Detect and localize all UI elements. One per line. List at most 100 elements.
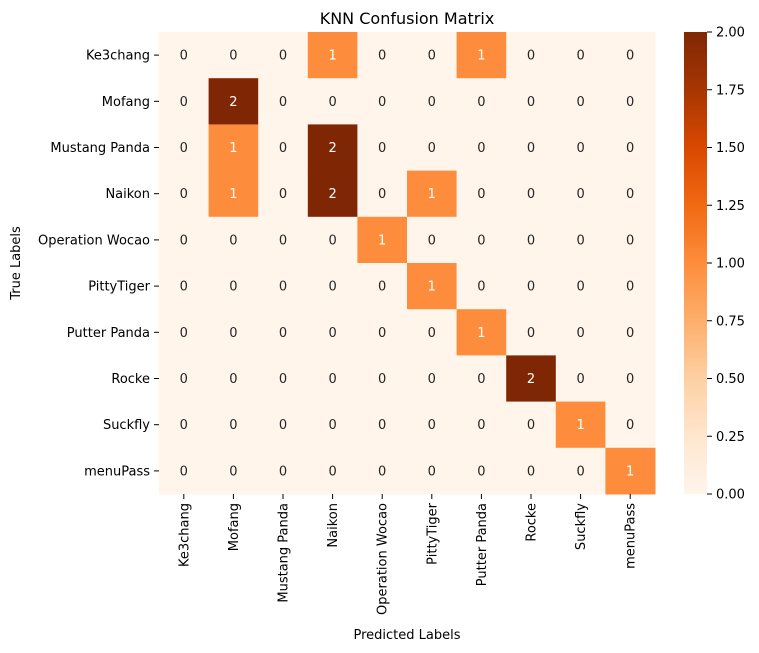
cell-value-label: 0 <box>279 280 287 295</box>
cell-value-label: 0 <box>576 187 584 202</box>
cell-value-label: 1 <box>576 418 584 433</box>
heatmap-cell <box>605 401 656 449</box>
heatmap-cell <box>456 32 507 79</box>
y-tick-label: Rocke <box>111 372 150 387</box>
x-tick-label: Operation Wocao <box>376 503 391 615</box>
y-tick-label: Suckfly <box>103 418 150 433</box>
cell-value-label: 0 <box>576 233 584 248</box>
cell-value-label: 1 <box>328 49 336 64</box>
heatmap-cell <box>208 447 259 495</box>
heatmap-cell <box>208 263 259 310</box>
heatmap-cell <box>506 447 557 495</box>
cell-value-label: 0 <box>527 326 535 341</box>
cell-value-label: 1 <box>428 280 436 295</box>
heatmap-cell <box>605 309 656 356</box>
cell-value-label: 2 <box>328 141 336 156</box>
heatmap-cell <box>605 447 656 495</box>
heatmap-cell <box>307 32 358 79</box>
cell-value-label: 0 <box>328 280 336 295</box>
heatmap-cell <box>456 309 507 356</box>
y-tick-label: Ke3chang <box>86 49 150 64</box>
heatmap-cell <box>208 309 259 356</box>
cell-value-label: 0 <box>428 326 436 341</box>
colorbar-tick-label: 0.25 <box>716 430 745 445</box>
cell-value-label: 0 <box>180 95 188 110</box>
cell-value-label: 0 <box>527 141 535 156</box>
heatmap-cell <box>555 263 606 310</box>
colorbar-tick-label: 1.00 <box>716 257 745 272</box>
cell-value-label: 0 <box>180 464 188 479</box>
heatmap-cell <box>605 355 656 403</box>
heatmap-cell <box>307 309 358 356</box>
heatmap-cell <box>357 355 408 403</box>
x-tick-label: Mofang <box>227 503 242 551</box>
y-axis-ticks: Ke3chang Mofang Mustang Panda Naikon Operati… <box>38 49 159 479</box>
cell-value-label: 0 <box>328 418 336 433</box>
cell-value-label: 1 <box>477 49 485 64</box>
colorbar-tick-label: 2.00 <box>716 26 745 41</box>
heatmap-cell <box>258 355 309 403</box>
heatmap-cell <box>307 170 358 218</box>
heatmap-cell <box>456 355 507 403</box>
cell-value-label: 0 <box>378 326 386 341</box>
cell-value-label: 0 <box>180 372 188 387</box>
cell-value-label: 0 <box>180 187 188 202</box>
heatmap-cell <box>506 263 557 310</box>
heatmap-cell <box>555 124 606 172</box>
heatmap-cell <box>159 78 210 125</box>
heatmap-cell <box>159 355 210 403</box>
heatmap-cell <box>456 124 507 172</box>
heatmap-cell <box>506 401 557 449</box>
cell-value-label: 0 <box>626 187 634 202</box>
cell-value-label: 0 <box>428 464 436 479</box>
y-axis-label: True Labels <box>9 226 24 301</box>
heatmap-cell <box>307 216 358 264</box>
y-tick-label: Putter Panda <box>67 326 150 341</box>
heatmap-cell <box>456 170 507 218</box>
heatmap-cell <box>605 78 656 125</box>
cell-value-label: 0 <box>576 95 584 110</box>
cell-value-label: 0 <box>279 464 287 479</box>
cell-value-label: 0 <box>279 326 287 341</box>
heatmap-cell <box>258 78 309 125</box>
heatmap-cell <box>555 170 606 218</box>
heatmap-cell <box>258 216 309 264</box>
heatmap-cell <box>407 309 458 356</box>
heatmap-cell <box>357 309 408 356</box>
heatmap-cell <box>555 309 606 356</box>
cell-value-label: 0 <box>477 187 485 202</box>
cell-value-label: 0 <box>229 418 237 433</box>
heatmap-cell <box>357 124 408 172</box>
cell-value-label: 1 <box>626 464 634 479</box>
cell-value-label: 0 <box>378 280 386 295</box>
cell-value-label: 1 <box>428 187 436 202</box>
heatmap-cell <box>407 32 458 79</box>
heatmap-cell <box>555 216 606 264</box>
cell-value-label: 0 <box>328 95 336 110</box>
heatmap-cell <box>555 355 606 403</box>
heatmap-cell <box>506 309 557 356</box>
heatmap-cell <box>456 216 507 264</box>
heatmap-cell <box>456 447 507 495</box>
cell-value-label: 2 <box>527 372 535 387</box>
cell-value-label: 0 <box>428 372 436 387</box>
heatmap-cell <box>208 355 259 403</box>
cell-value-label: 0 <box>279 233 287 248</box>
heatmap-cell <box>506 124 557 172</box>
cell-value-label: 0 <box>328 372 336 387</box>
x-tick-label: Suckfly <box>574 503 589 550</box>
cell-value-label: 0 <box>378 141 386 156</box>
cell-value-label: 0 <box>229 280 237 295</box>
cell-value-label: 0 <box>180 280 188 295</box>
heatmap-cell <box>208 170 259 218</box>
colorbar-ticks: 0.00 0.25 0.50 0.75 1.00 1.25 1.50 1.75 2.00 <box>707 26 745 503</box>
cell-value-label: 0 <box>576 49 584 64</box>
heatmap-cell <box>307 263 358 310</box>
heatmap-cell <box>258 447 309 495</box>
cell-value-label: 1 <box>477 326 485 341</box>
heatmap-cell <box>605 170 656 218</box>
cell-value-label: 2 <box>328 187 336 202</box>
cell-value-label: 0 <box>477 95 485 110</box>
heatmap-cell <box>506 170 557 218</box>
